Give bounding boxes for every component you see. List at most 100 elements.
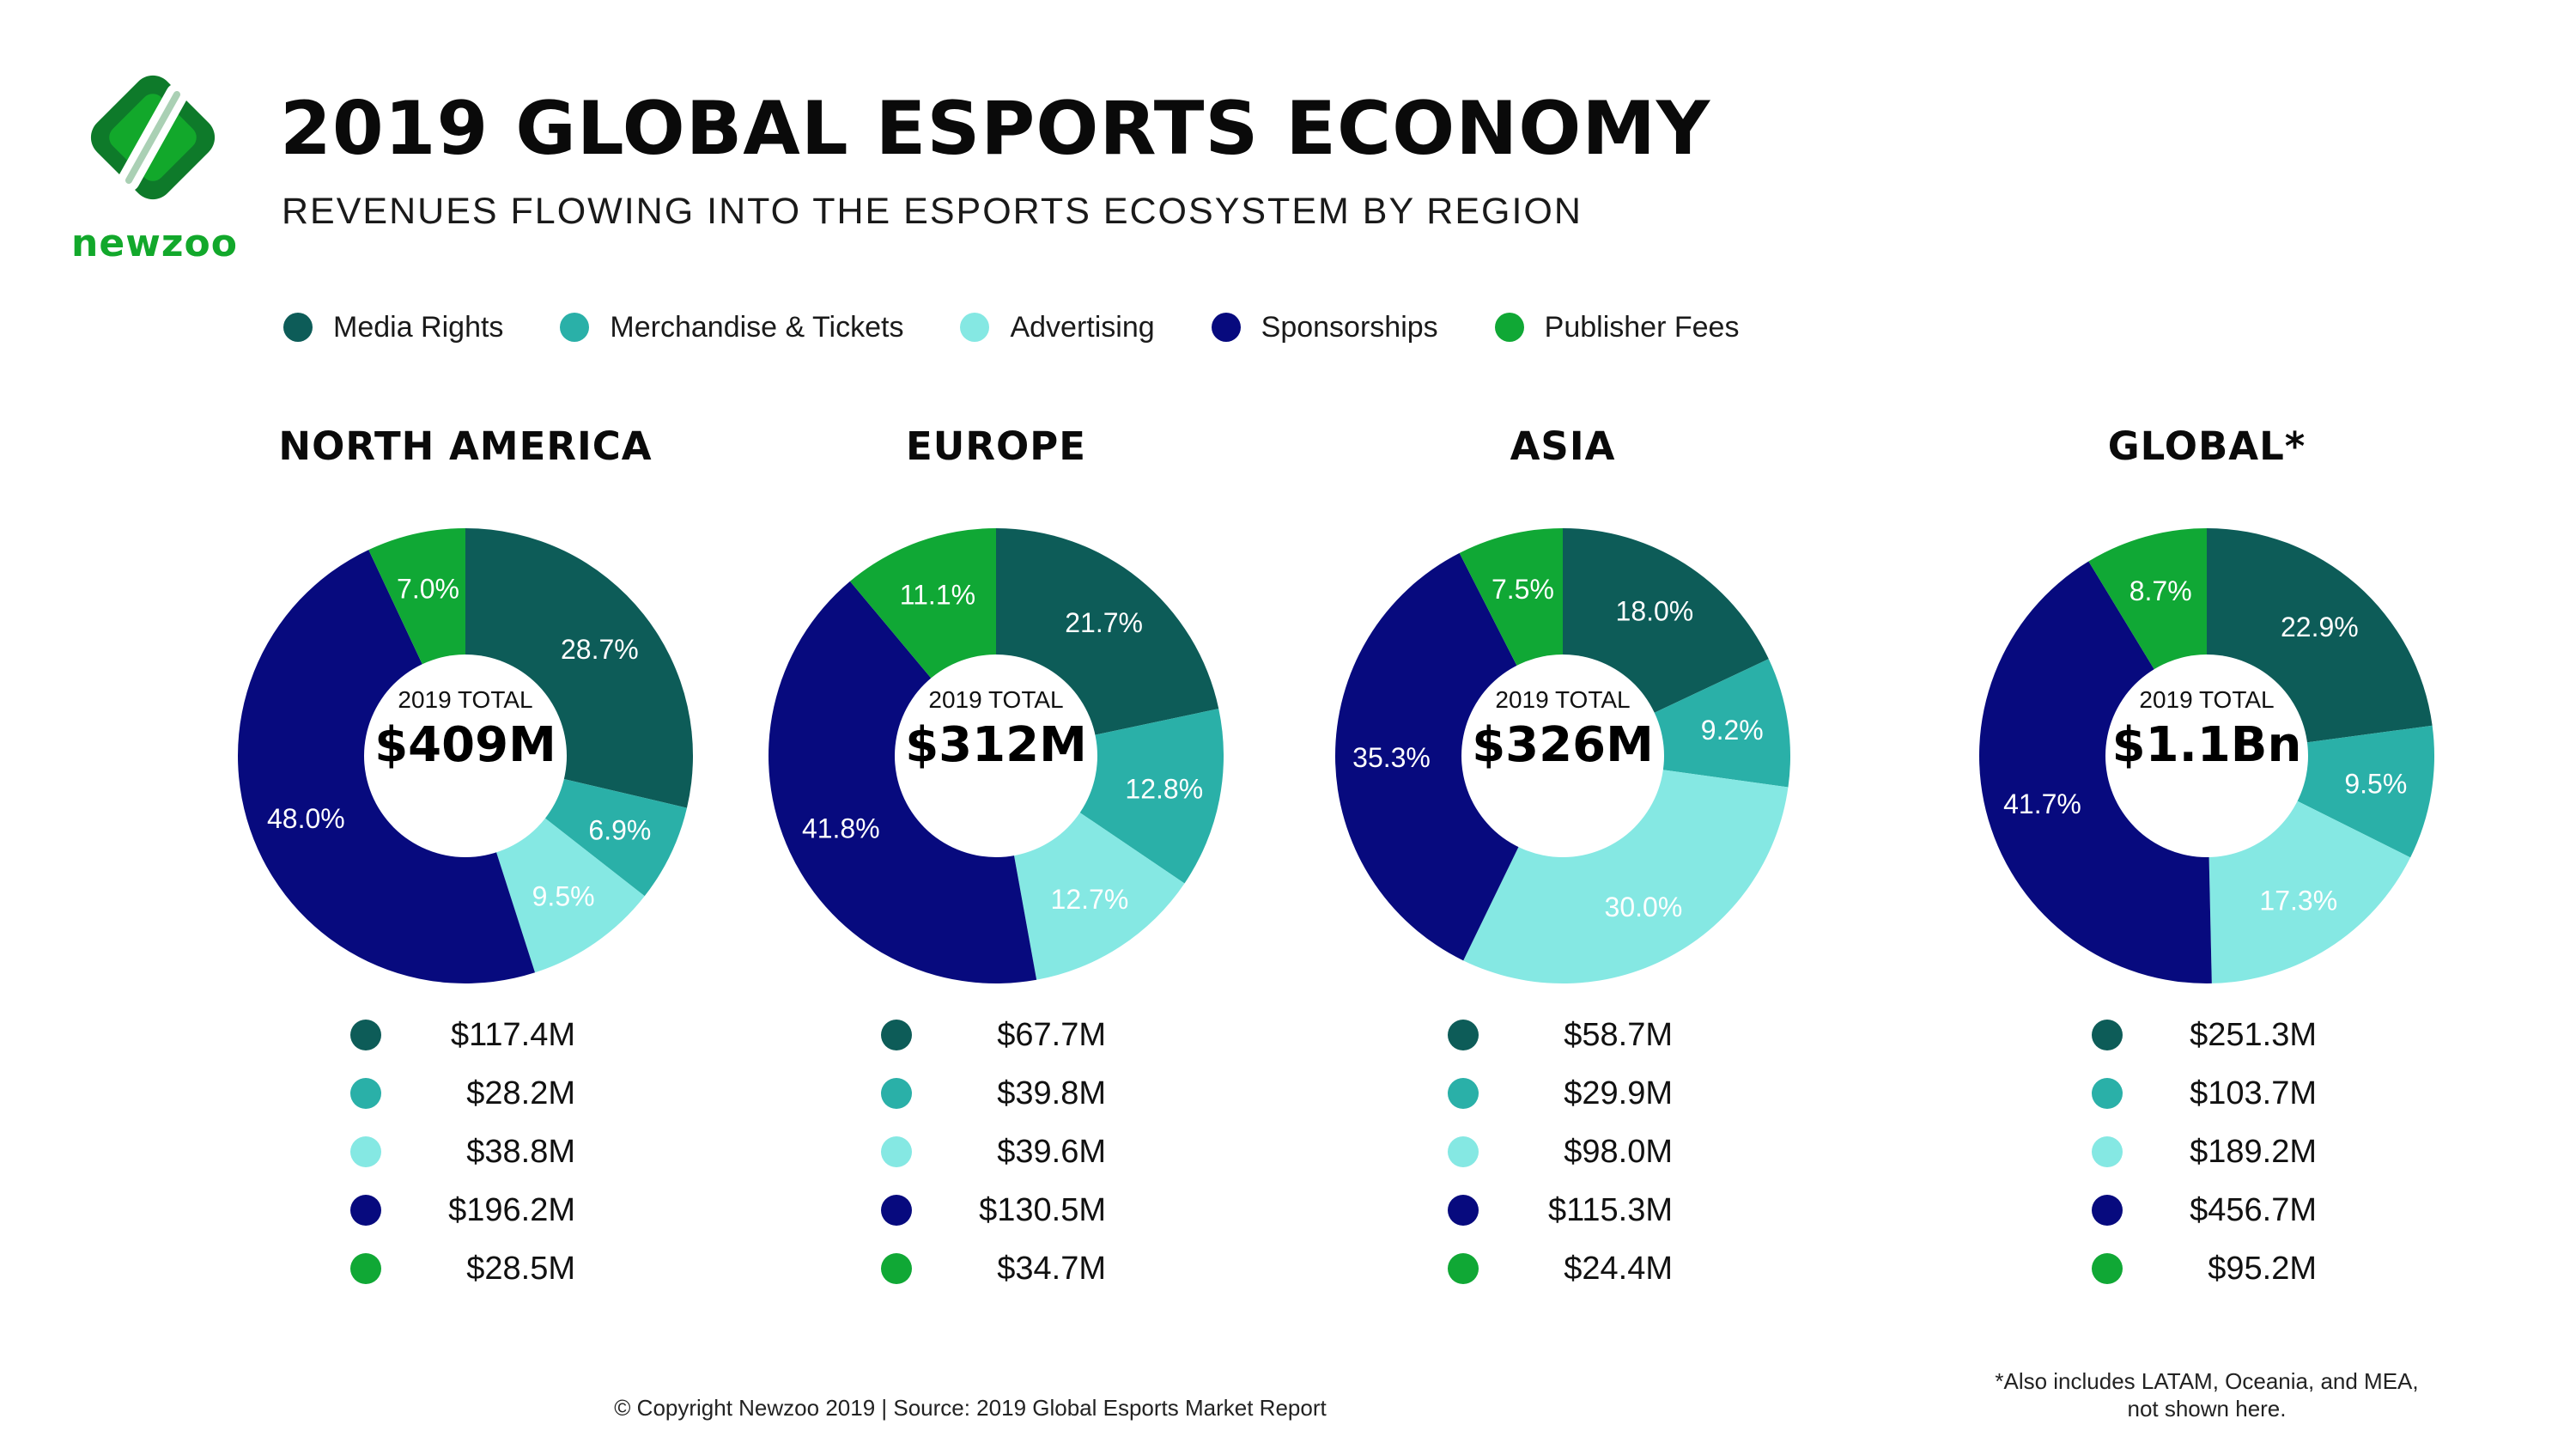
slice-percent-label: 48.0% xyxy=(267,803,345,834)
legend-dot xyxy=(1494,313,1524,342)
revenue-row: $34.7M xyxy=(738,1247,1254,1290)
revenue-row: $29.9M xyxy=(1305,1072,1820,1115)
revenue-row: $38.8M xyxy=(208,1130,723,1173)
revenue-row: $39.8M xyxy=(738,1072,1254,1115)
revenue-dot xyxy=(350,1020,381,1050)
revenue-row: $67.7M xyxy=(738,1014,1254,1056)
revenue-row: $28.5M xyxy=(208,1247,723,1290)
page-title: 2019 GLOBAL ESPORTS ECONOMY xyxy=(280,86,1711,172)
revenue-dot xyxy=(350,1078,381,1109)
region-title: ASIA xyxy=(1510,423,1616,469)
center-total-label: 2019 TOTAL xyxy=(1495,686,1631,713)
revenue-row: $189.2M xyxy=(1949,1130,2464,1173)
slice-percent-label: 28.7% xyxy=(561,634,639,665)
revenue-row: $95.2M xyxy=(1949,1247,2464,1290)
revenue-dot xyxy=(881,1078,912,1109)
center-total-value: $1.1Bn xyxy=(2111,717,2302,773)
region-north-america: NORTH AMERICA 28.7% 6.9% 9.5% 48.0% 7.0% 2019 … xyxy=(208,421,723,1287)
donut-chart: 18.0% 9.2% 30.0% 35.3% 7.5% xyxy=(1335,528,1790,983)
revenue-dot xyxy=(2092,1078,2123,1109)
slice-percent-label: 11.1% xyxy=(900,579,975,610)
slice-percent-label: 17.3% xyxy=(2259,886,2337,916)
brand-name: newzoo xyxy=(71,222,238,265)
revenue-dot xyxy=(881,1020,912,1050)
slice-percent-label: 12.7% xyxy=(1051,884,1129,915)
donut-chart: 22.9% 9.5% 17.3% 41.7% 8.7% xyxy=(1979,528,2434,983)
revenue-value: $58.7M xyxy=(1564,1017,1673,1053)
region-global: GLOBAL* 22.9% 9.5% 17.3% 41.7% 8.7% 2019 TOTAL… xyxy=(1949,421,2464,1287)
revenue-value: $196.2M xyxy=(448,1192,575,1228)
legend-label: Merchandise & Tickets xyxy=(610,310,904,344)
revenue-value: $456.7M xyxy=(2190,1192,2317,1228)
slice-percent-label: 8.7% xyxy=(2129,575,2192,606)
revenue-value: $39.8M xyxy=(997,1075,1106,1111)
revenue-value: $98.0M xyxy=(1564,1134,1673,1170)
revenue-value: $115.3M xyxy=(1547,1192,1673,1228)
legend-dot xyxy=(1211,313,1241,342)
legend-label: Advertising xyxy=(1010,310,1155,344)
revenue-value: $95.2M xyxy=(2208,1251,2317,1287)
revenue-row: $130.5M xyxy=(738,1189,1254,1232)
revenue-dot xyxy=(881,1136,912,1167)
revenue-dot xyxy=(881,1195,912,1226)
footnote-line-1: *Also includes LATAM, Oceania, and MEA, xyxy=(1995,1368,2419,1394)
center-total-label: 2019 TOTAL xyxy=(2139,686,2275,713)
revenue-value: $28.5M xyxy=(466,1251,575,1287)
revenue-value: $24.4M xyxy=(1564,1251,1673,1287)
donut-hole xyxy=(1461,654,1664,857)
revenue-dot xyxy=(350,1136,381,1167)
center-total-label: 2019 TOTAL xyxy=(928,686,1064,713)
revenue-value: $39.6M xyxy=(997,1134,1106,1170)
legend-item: Publisher Fees xyxy=(1494,310,1740,344)
slice-percent-label: 41.7% xyxy=(2003,788,2081,819)
slice-percent-label: 9.2% xyxy=(1701,715,1764,746)
legend-item: Merchandise & Tickets xyxy=(560,311,903,344)
revenue-dot xyxy=(2092,1253,2123,1284)
slice-percent-label: 30.0% xyxy=(1605,892,1683,922)
slice-percent-label: 12.8% xyxy=(1125,773,1203,804)
donut-hole xyxy=(2105,654,2308,857)
revenue-value: $130.5M xyxy=(979,1192,1106,1228)
donut-chart: 21.7% 12.8% 12.7% 41.8% 11.1% xyxy=(768,528,1224,983)
slice-percent-label: 9.5% xyxy=(532,881,595,912)
revenue-value: $34.7M xyxy=(997,1251,1106,1287)
revenue-dot xyxy=(2092,1136,2123,1167)
revenue-row: $24.4M xyxy=(1305,1247,1820,1290)
region-title: NORTH AMERICA xyxy=(278,423,653,469)
revenue-value: $67.7M xyxy=(997,1017,1106,1053)
revenue-value: $29.9M xyxy=(1564,1075,1673,1111)
legend-item: Advertising xyxy=(960,310,1155,344)
revenue-row: $456.7M xyxy=(1949,1189,2464,1232)
revenue-row: $58.7M xyxy=(1305,1014,1820,1056)
revenue-row: $103.7M xyxy=(1949,1072,2464,1115)
footnote: *Also includes LATAM, Oceania, and MEA, … xyxy=(1941,1367,2473,1422)
center-total-value: $312M xyxy=(905,717,1087,773)
revenue-row: $196.2M xyxy=(208,1189,723,1232)
newzoo-logo-icon xyxy=(90,75,216,200)
revenue-dot xyxy=(1448,1253,1479,1284)
legend-label: Sponsorships xyxy=(1261,310,1438,344)
revenue-dot xyxy=(1448,1195,1479,1226)
region-asia: ASIA 18.0% 9.2% 30.0% 35.3% 7.5% 2019 TOTAL $32… xyxy=(1305,421,1820,1287)
revenue-dot xyxy=(350,1195,381,1226)
legend: Media Rights Merchandise & Tickets Adverti… xyxy=(283,306,1795,349)
revenue-dot xyxy=(1448,1020,1479,1050)
legend-item: Sponsorships xyxy=(1211,310,1438,344)
revenue-value: $28.2M xyxy=(466,1075,575,1111)
footnote-line-2: not shown here. xyxy=(2127,1396,2287,1422)
page-subtitle: REVENUES FLOWING INTO THE ESPORTS ECOSYS… xyxy=(282,191,1583,232)
revenue-row: $117.4M xyxy=(208,1014,723,1056)
revenue-dot xyxy=(1448,1078,1479,1109)
slice-percent-label: 21.7% xyxy=(1065,607,1143,638)
slice-percent-label: 6.9% xyxy=(588,814,651,845)
slice-percent-label: 18.0% xyxy=(1616,596,1694,627)
center-total-value: $326M xyxy=(1472,717,1654,773)
legend-label: Media Rights xyxy=(333,310,504,344)
donut-chart: 28.7% 6.9% 9.5% 48.0% 7.0% xyxy=(238,528,694,983)
donut-hole xyxy=(895,654,1097,857)
revenue-row: $115.3M xyxy=(1305,1189,1820,1232)
region-title: GLOBAL* xyxy=(2107,423,2306,469)
legend-label: Publisher Fees xyxy=(1544,310,1740,344)
legend-dot xyxy=(560,313,590,342)
pie-slice xyxy=(1335,552,1563,961)
